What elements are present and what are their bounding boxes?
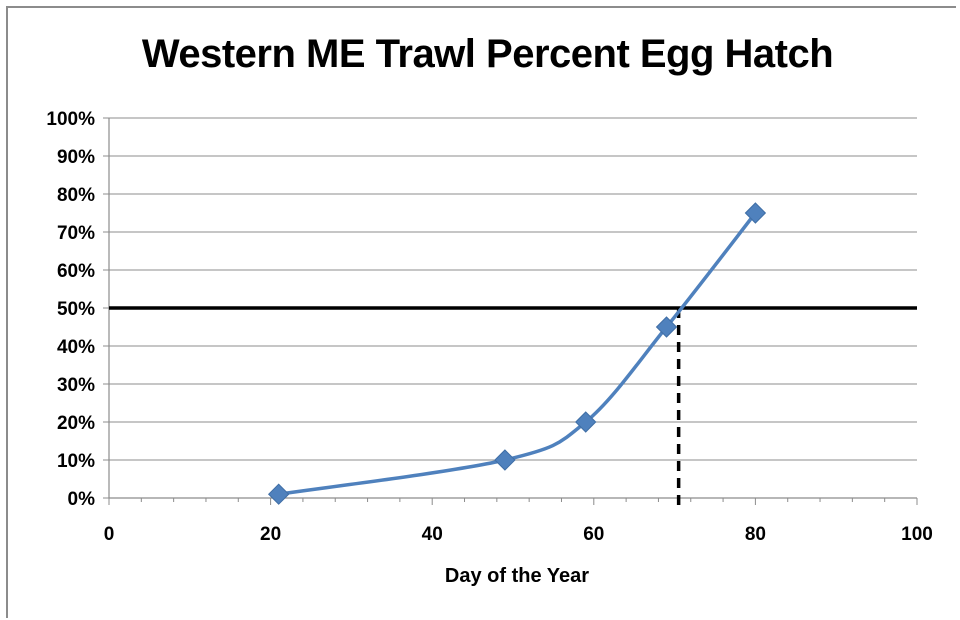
y-tick-label-8: 80% <box>57 185 95 206</box>
data-point-1 <box>494 449 516 471</box>
y-tick-label-3: 30% <box>57 375 95 396</box>
x-tick-label-1: 20 <box>260 524 281 545</box>
y-tick-label-9: 90% <box>57 147 95 168</box>
y-tick-label-6: 60% <box>57 261 95 282</box>
y-tick-label-5: 50% <box>57 299 95 320</box>
y-tick-label-1: 10% <box>57 451 95 472</box>
x-tick-label-5: 100 <box>901 524 933 545</box>
y-tick-label-2: 20% <box>57 413 95 434</box>
x-tick-label-2: 40 <box>422 524 443 545</box>
x-tick-label-3: 60 <box>583 524 604 545</box>
y-tick-label-7: 70% <box>57 223 95 244</box>
series-line-0 <box>276 211 758 496</box>
x-tick-label-4: 80 <box>745 524 766 545</box>
y-tick-label-10: 100% <box>46 109 95 130</box>
chart-title: Western ME Trawl Percent Egg Hatch <box>141 32 834 76</box>
x-tick-label-0: 0 <box>104 524 115 545</box>
data-point-4 <box>744 202 767 224</box>
data-point-0 <box>267 483 290 505</box>
data-point-3 <box>655 316 678 338</box>
y-tick-label-0: 0% <box>68 489 96 510</box>
x-axis-title: Day of the Year <box>445 565 589 587</box>
data-point-2 <box>575 411 597 433</box>
y-tick-label-4: 40% <box>57 337 95 358</box>
chart-frame <box>6 6 956 618</box>
